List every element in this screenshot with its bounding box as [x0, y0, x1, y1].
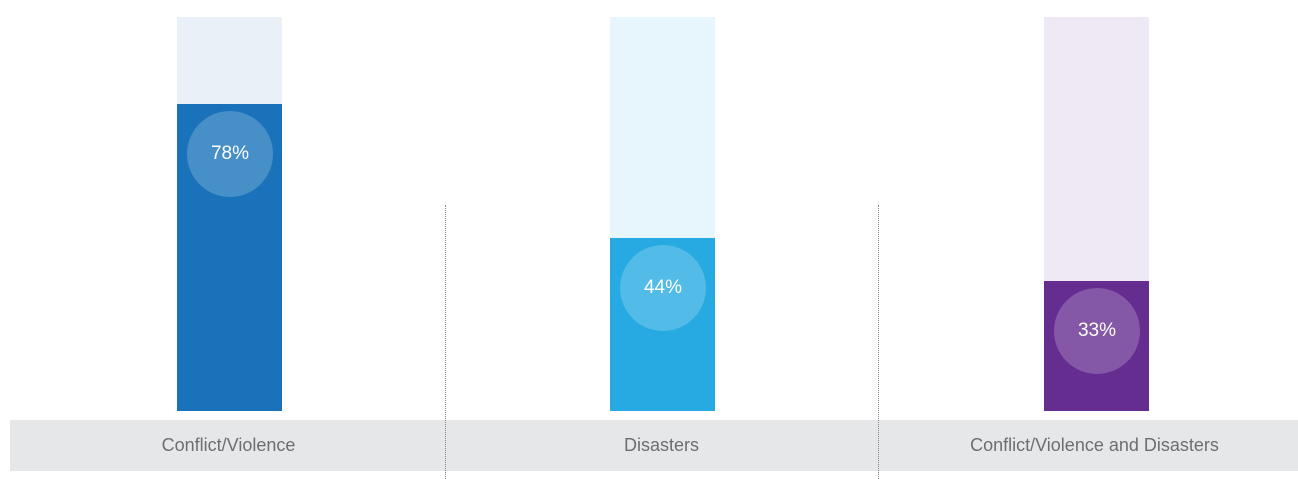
bar-group-conflict-violence: 78% Conflict/Violence: [12, 0, 445, 479]
category-label-conflict-violence-and-disasters: Conflict/Violence and Disasters: [970, 435, 1219, 455]
data-label-conflict-violence-and-disasters: 33%: [1054, 288, 1140, 374]
bar-group-conflict-violence-and-disasters: 33% Conflict/Violence and Disasters: [878, 0, 1298, 479]
bar-track-disasters: 44%: [610, 17, 715, 411]
bar-disasters: [610, 238, 715, 411]
divider-1: [445, 205, 446, 479]
bar-conflict-violence-and-disasters: [1044, 281, 1149, 411]
category-label-strip: [10, 420, 1298, 471]
data-label-disasters: 44%: [620, 245, 706, 331]
data-label-conflict-violence: 78%: [187, 111, 273, 197]
bar-track-conflict-violence: 78%: [177, 17, 282, 411]
bar-track-conflict-violence-and-disasters: 33%: [1044, 17, 1149, 411]
category-label-conflict-violence: Conflict/Violence: [161, 435, 296, 455]
bar-conflict-violence: [177, 104, 282, 411]
category-label-disasters: Disasters: [623, 435, 699, 455]
bar-group-disasters: 44% Disasters: [445, 0, 878, 479]
divider-2: [878, 205, 879, 479]
